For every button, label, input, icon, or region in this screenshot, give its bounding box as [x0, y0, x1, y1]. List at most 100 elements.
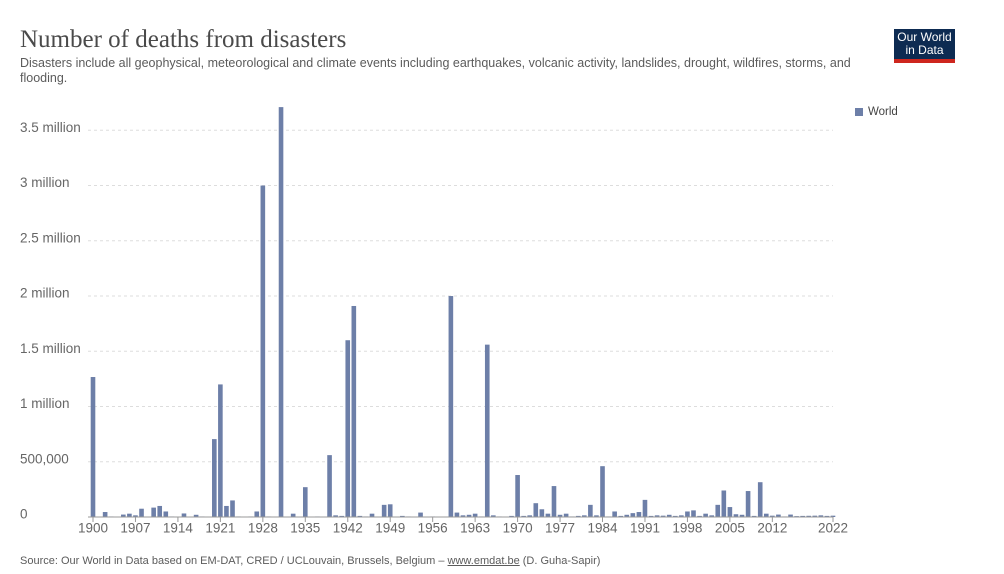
x-tick-label: 1907	[120, 521, 150, 536]
source-link[interactable]: www.emdat.be	[447, 555, 520, 567]
x-tick-label: 1928	[248, 521, 278, 536]
bar	[515, 475, 520, 517]
x-tick-label: 1991	[630, 521, 660, 536]
bar	[788, 514, 793, 517]
bar	[533, 503, 539, 517]
bar	[824, 515, 830, 517]
bar	[212, 439, 217, 517]
bar	[618, 515, 624, 517]
bar	[102, 512, 108, 517]
source: Source: Our World in Data based on EM-DA…	[20, 555, 600, 567]
bar	[582, 515, 587, 517]
bar	[818, 515, 824, 517]
y-tick-label: 1.5 million	[20, 341, 81, 356]
x-tick-label: 1949	[375, 521, 405, 536]
bar	[121, 514, 126, 517]
bar	[660, 515, 666, 517]
logo-line: in Data	[905, 43, 944, 57]
bar	[351, 305, 357, 517]
bar	[333, 515, 338, 517]
bar	[594, 515, 599, 517]
bar	[369, 513, 375, 517]
bar	[224, 505, 229, 517]
bar	[527, 515, 533, 517]
bar	[230, 500, 235, 517]
x-tick-label: 1998	[672, 521, 702, 536]
bar	[418, 512, 423, 517]
x-tick-label: 1977	[545, 521, 575, 536]
bar	[727, 507, 733, 517]
bar	[466, 514, 472, 517]
bar	[260, 185, 266, 517]
chart-title: Number of deaths from disasters	[20, 26, 347, 53]
bar	[181, 513, 187, 517]
y-tick-label: 1 million	[20, 396, 70, 411]
bar	[460, 515, 466, 517]
x-tick-label: 1935	[290, 521, 320, 536]
bar	[715, 504, 721, 517]
bar	[685, 511, 690, 517]
bar	[521, 515, 526, 517]
y-tick-label: 0	[20, 507, 28, 522]
bar	[563, 513, 569, 517]
bar	[387, 504, 393, 517]
bar	[812, 515, 818, 517]
y-tick-label: 500,000	[20, 451, 69, 466]
bar	[357, 515, 363, 517]
bar	[806, 515, 812, 517]
bar	[90, 377, 96, 517]
logo-line: Our World	[897, 30, 952, 44]
bar	[745, 491, 751, 517]
bar	[600, 466, 605, 517]
bar	[454, 512, 460, 517]
bar	[509, 515, 514, 517]
bar	[302, 487, 308, 517]
source-text: (D. Guha-Sapir)	[519, 555, 601, 567]
y-tick-label: 3 million	[20, 175, 70, 190]
x-tick-label: 1956	[418, 521, 448, 536]
y-tick-label: 2 million	[20, 286, 70, 301]
x-tick-label: 1900	[78, 521, 108, 536]
bar	[448, 296, 454, 517]
bar	[400, 515, 405, 517]
bar	[484, 344, 490, 517]
source-text: Source: Our World in Data based on EM-DA…	[20, 555, 448, 567]
bar	[642, 499, 648, 517]
y-tick-label: 3.5 million	[20, 120, 81, 135]
bar	[551, 486, 557, 517]
x-tick-label: 1984	[587, 521, 618, 536]
bar	[763, 513, 769, 517]
bar	[679, 515, 684, 517]
bar	[739, 514, 745, 517]
x-tick-label: 1970	[503, 521, 533, 536]
bar	[491, 515, 496, 517]
bar	[751, 515, 757, 517]
x-tick-label: 1963	[460, 521, 490, 536]
chart-subtitle: Disasters include all geophysical, meteo…	[20, 56, 851, 85]
bar	[290, 513, 296, 517]
bar	[612, 511, 617, 517]
bar	[648, 515, 654, 517]
x-tick-label: 2012	[757, 521, 787, 536]
bar	[691, 510, 696, 517]
bar	[254, 511, 260, 517]
bar	[703, 513, 708, 517]
legend-swatch	[855, 108, 863, 116]
bar	[776, 514, 781, 517]
bar	[139, 508, 144, 517]
bar	[381, 504, 387, 517]
bar	[127, 513, 132, 517]
bar	[721, 490, 727, 517]
bar	[327, 455, 332, 517]
bar	[697, 515, 702, 517]
bar	[800, 515, 805, 517]
x-tick-label: 1921	[205, 521, 235, 536]
y-tick-label: 2.5 million	[20, 230, 81, 245]
bar	[163, 511, 169, 517]
legend-label: World	[868, 106, 898, 118]
bar	[654, 515, 660, 517]
bar	[193, 514, 199, 517]
bar	[218, 384, 223, 517]
x-tick-label: 1914	[163, 521, 194, 536]
